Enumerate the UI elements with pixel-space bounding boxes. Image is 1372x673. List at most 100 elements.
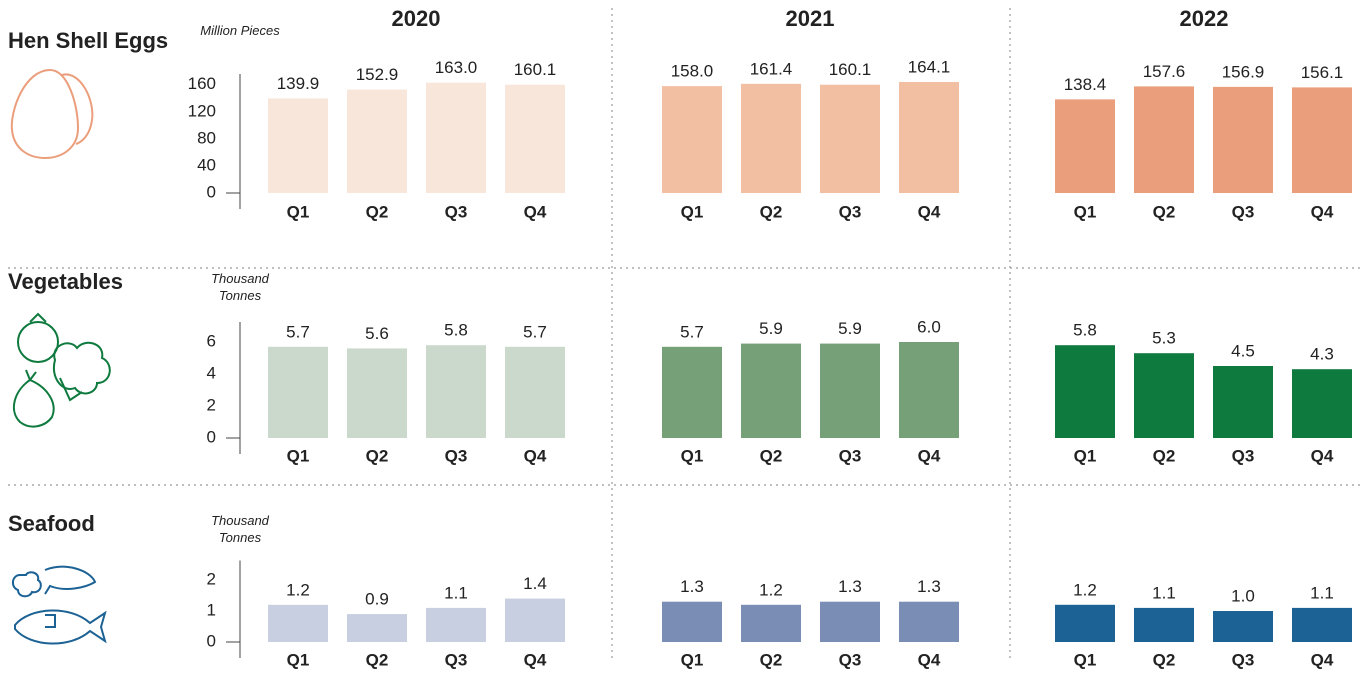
x-tick-label: Q1: [1074, 202, 1097, 221]
bar: [505, 347, 565, 438]
value-label: 139.9: [277, 74, 320, 93]
y-tick-label: 160: [188, 74, 216, 93]
bar: [1055, 345, 1115, 438]
x-tick-label: Q3: [445, 446, 468, 465]
value-label: 1.3: [917, 577, 941, 596]
value-label: 1.3: [838, 577, 862, 596]
value-label: 5.7: [286, 322, 310, 341]
bar: [347, 614, 407, 642]
value-label: 1.1: [444, 583, 468, 602]
x-tick-label: Q3: [445, 650, 468, 669]
bar: [899, 342, 959, 438]
y-tick-label: 0: [207, 182, 216, 201]
x-tick-label: Q1: [1074, 446, 1097, 465]
bar: [426, 83, 486, 193]
bar: [347, 348, 407, 438]
x-tick-label: Q2: [1153, 446, 1176, 465]
bar: [268, 347, 328, 438]
y-axis-label: Million Pieces: [195, 22, 285, 39]
bar: [662, 347, 722, 438]
year-label: 2021: [786, 6, 835, 31]
value-label: 1.0: [1231, 586, 1255, 605]
x-tick-label: Q3: [445, 202, 468, 221]
bar: [1213, 87, 1273, 193]
x-tick-label: Q1: [681, 202, 704, 221]
x-tick-label: Q4: [524, 202, 547, 221]
egg-icon: [12, 70, 93, 158]
bar: [1292, 608, 1352, 642]
bar: [426, 608, 486, 642]
bar: [662, 602, 722, 642]
x-tick-label: Q3: [839, 202, 862, 221]
value-label: 161.4: [750, 59, 793, 78]
value-label: 163.0: [435, 58, 478, 77]
value-label: 160.1: [514, 60, 557, 79]
bar: [505, 85, 565, 193]
x-tick-label: Q2: [366, 202, 389, 221]
value-label: 164.1: [908, 57, 951, 76]
bar: [899, 602, 959, 642]
value-label: 4.5: [1231, 341, 1255, 360]
x-tick-label: Q1: [681, 650, 704, 669]
panel-title: Vegetables: [8, 269, 123, 294]
value-label: 5.9: [838, 319, 862, 338]
x-tick-label: Q1: [287, 650, 310, 669]
value-label: 158.0: [671, 62, 714, 81]
y-tick-label: 120: [188, 101, 216, 120]
value-label: 152.9: [356, 65, 399, 84]
x-tick-label: Q2: [760, 650, 783, 669]
year-label: 2022: [1180, 6, 1229, 31]
value-label: 1.1: [1310, 583, 1334, 602]
y-tick-label: 2: [207, 395, 216, 414]
bar: [741, 344, 801, 438]
x-tick-label: Q2: [1153, 202, 1176, 221]
x-tick-label: Q2: [366, 650, 389, 669]
value-label: 1.3: [680, 577, 704, 596]
x-tick-label: Q2: [1153, 650, 1176, 669]
y-tick-label: 0: [207, 427, 216, 446]
bar: [741, 84, 801, 193]
value-label: 5.7: [523, 322, 547, 341]
value-label: 6.0: [917, 317, 941, 336]
value-label: 5.8: [1073, 321, 1097, 340]
y-tick-label: 80: [197, 128, 216, 147]
vegetables-icon: [14, 314, 110, 427]
bar: [1213, 611, 1273, 642]
bar: [662, 86, 722, 193]
bar: [899, 82, 959, 193]
bar: [268, 98, 328, 193]
x-tick-label: Q4: [1311, 650, 1334, 669]
y-tick-label: 0: [207, 631, 216, 650]
x-tick-label: Q1: [287, 446, 310, 465]
y-tick-label: 6: [207, 331, 216, 350]
x-tick-label: Q4: [524, 650, 547, 669]
bar: [1055, 99, 1115, 193]
value-label: 1.2: [286, 580, 310, 599]
bar: [820, 85, 880, 193]
bar: [426, 345, 486, 438]
x-tick-label: Q3: [1232, 650, 1255, 669]
chart: 202020212022Hen Shell Eggs04080120160139…: [0, 0, 1372, 673]
y-axis-label: Thousand Tonnes: [195, 512, 285, 546]
value-label: 160.1: [829, 60, 872, 79]
y-tick-label: 4: [207, 363, 216, 382]
value-label: 5.3: [1152, 329, 1176, 348]
panel-title: Hen Shell Eggs: [8, 28, 168, 53]
panel-title: Seafood: [8, 511, 95, 536]
value-label: 156.1: [1301, 63, 1344, 82]
bar: [741, 605, 801, 642]
bar: [1292, 87, 1352, 193]
value-label: 5.7: [680, 322, 704, 341]
x-tick-label: Q2: [366, 446, 389, 465]
x-tick-label: Q4: [918, 202, 941, 221]
bar: [820, 602, 880, 642]
bar: [505, 599, 565, 642]
x-tick-label: Q4: [918, 650, 941, 669]
x-tick-label: Q2: [760, 446, 783, 465]
y-axis-label: Thousand Tonnes: [195, 270, 285, 304]
value-label: 5.6: [365, 324, 389, 343]
y-tick-label: 1: [207, 600, 216, 619]
value-label: 0.9: [365, 590, 389, 609]
x-tick-label: Q3: [839, 446, 862, 465]
bar: [347, 90, 407, 193]
